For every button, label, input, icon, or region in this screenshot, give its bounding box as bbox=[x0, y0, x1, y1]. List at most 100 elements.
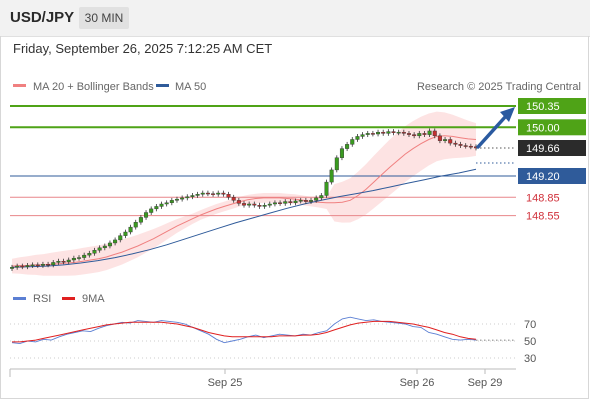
candle-body bbox=[247, 203, 252, 206]
candle-body bbox=[339, 148, 344, 158]
timeframe-button[interactable]: 30 MIN bbox=[79, 7, 129, 29]
level-label-148-85: 148.85 bbox=[526, 192, 560, 204]
candle-body bbox=[345, 144, 350, 149]
candle-body bbox=[334, 157, 339, 171]
candle-body bbox=[406, 133, 411, 135]
candle-body bbox=[205, 192, 210, 195]
candle-body bbox=[15, 265, 20, 268]
candle-body bbox=[443, 139, 448, 141]
candle-body bbox=[164, 202, 169, 205]
x-tick-label: Sep 29 bbox=[468, 377, 503, 389]
candle-body bbox=[267, 203, 272, 206]
candle-body bbox=[195, 194, 200, 196]
candle-body bbox=[309, 200, 314, 202]
candle-body bbox=[401, 131, 406, 134]
candle-body bbox=[386, 131, 391, 134]
candle-body bbox=[252, 203, 257, 206]
legend: MA 20 + Bollinger Bands MA 50 Research ©… bbox=[13, 81, 581, 93]
x-axis: Sep 25 Sep 26 Sep 29 bbox=[208, 369, 503, 389]
candle-body bbox=[200, 192, 205, 195]
candle-body bbox=[154, 206, 159, 210]
level-labels: 150.35 150.00 149.66 149.20 148.85 148.55 bbox=[518, 98, 586, 223]
candle-body bbox=[221, 192, 226, 195]
candle-body bbox=[190, 195, 195, 197]
level-label-bg bbox=[518, 140, 586, 156]
rsi-tick-50: 50 bbox=[524, 336, 536, 348]
candle-body bbox=[391, 131, 396, 133]
candle-body bbox=[303, 200, 308, 202]
candle-body bbox=[159, 203, 164, 207]
ma20-line bbox=[11, 135, 477, 267]
candles bbox=[9, 128, 479, 271]
rsi-tick-30: 30 bbox=[524, 353, 536, 365]
candle-body bbox=[298, 200, 303, 202]
candle-body bbox=[71, 257, 76, 261]
legend-swatch-ma20 bbox=[13, 84, 26, 87]
candle-body bbox=[226, 194, 231, 198]
x-tick-label: Sep 25 bbox=[208, 377, 243, 389]
candle-body bbox=[113, 239, 118, 244]
candle-body bbox=[241, 203, 246, 206]
candle-body bbox=[468, 145, 473, 148]
rsi-legend-rsi: RSI bbox=[33, 293, 51, 305]
candle-body bbox=[20, 265, 25, 268]
candle-body bbox=[319, 195, 324, 199]
candle-body bbox=[360, 134, 365, 137]
legend-item-ma20: MA 20 + Bollinger Bands bbox=[33, 81, 154, 93]
legend-swatch-ma50 bbox=[156, 84, 169, 87]
candle-body bbox=[216, 192, 221, 195]
candle-body bbox=[185, 196, 190, 199]
candle-body bbox=[272, 202, 277, 205]
level-label-148-55: 148.55 bbox=[526, 211, 560, 223]
candle-body bbox=[35, 264, 40, 267]
level-label-bg bbox=[518, 119, 586, 136]
candle-body bbox=[9, 267, 14, 269]
candle-body bbox=[422, 133, 427, 135]
candle-body bbox=[365, 133, 370, 135]
candle-body bbox=[77, 257, 82, 259]
rsi-panel: 70 50 30 bbox=[10, 316, 536, 365]
top-bar: USD/JPY 30 MIN bbox=[0, 0, 590, 37]
candle-body bbox=[412, 134, 417, 137]
candle-body bbox=[118, 235, 123, 241]
candle-body bbox=[149, 208, 154, 213]
bollinger-fill bbox=[12, 111, 476, 276]
candle-body bbox=[46, 264, 51, 266]
candle-body bbox=[288, 201, 293, 203]
moving-averages bbox=[11, 135, 477, 268]
rsi-legend: RSI 9MA bbox=[13, 293, 105, 305]
forecast-arrow-shaft bbox=[476, 114, 508, 149]
candle-body bbox=[144, 212, 149, 218]
candle-body bbox=[231, 197, 236, 201]
candle-body bbox=[25, 265, 30, 267]
legend-item-ma50: MA 50 bbox=[175, 81, 206, 93]
candle-body bbox=[128, 226, 133, 233]
rsi-legend-ma-swatch bbox=[62, 297, 75, 300]
level-label-149-66: 149.66 bbox=[526, 143, 560, 155]
candle-body bbox=[278, 202, 283, 204]
candle-body bbox=[458, 144, 463, 146]
level-lines bbox=[10, 105, 516, 217]
candle-body bbox=[262, 205, 267, 207]
candle-body bbox=[314, 197, 319, 201]
rsi-legend-swatch bbox=[13, 297, 26, 300]
candle-body bbox=[381, 131, 386, 134]
candle-body bbox=[293, 200, 298, 203]
candle-body bbox=[370, 133, 375, 135]
candle-body bbox=[329, 169, 334, 183]
candle-body bbox=[51, 262, 56, 266]
candle-body bbox=[180, 197, 185, 200]
candle-body bbox=[324, 181, 329, 196]
level-label-150-00: 150.00 bbox=[526, 122, 560, 134]
candle-body bbox=[107, 242, 112, 247]
level-label-150-35: 150.35 bbox=[526, 101, 560, 113]
rsi-tick-70: 70 bbox=[524, 319, 536, 331]
candle-body bbox=[437, 135, 442, 141]
candle-body bbox=[102, 245, 107, 249]
candle-body bbox=[92, 250, 97, 254]
candle-body bbox=[432, 130, 437, 137]
level-label-bg bbox=[518, 98, 586, 114]
candle-body bbox=[427, 130, 432, 135]
candle-body bbox=[453, 142, 458, 145]
